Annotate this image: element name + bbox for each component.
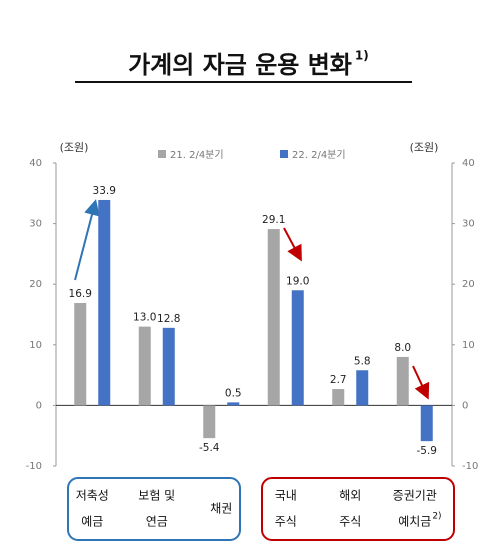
data-label: 0.5 <box>225 387 242 399</box>
data-label: 29.1 <box>262 214 285 226</box>
bar <box>162 327 175 406</box>
data-label: 33.9 <box>93 185 116 197</box>
y-unit: (조원) <box>60 141 89 154</box>
y-tick-label: 20 <box>29 279 42 290</box>
y2-tick-label: 0 <box>462 400 468 411</box>
x-tick-label: 주식 <box>275 515 297 529</box>
y-tick-label: 10 <box>29 340 42 351</box>
y2-tick-label: 20 <box>462 279 475 290</box>
y-tick-label: -10 <box>26 461 42 472</box>
bar <box>396 356 409 406</box>
bar <box>332 389 345 406</box>
bar <box>98 199 111 406</box>
data-label: 16.9 <box>69 288 92 300</box>
category-note: 2) <box>432 512 441 522</box>
x-tick-label: 주식 <box>339 515 361 529</box>
title-note: 1) <box>355 49 369 63</box>
data-label: -5.9 <box>417 445 438 457</box>
x-tick-label: 국내 <box>275 489 297 503</box>
y2-tick-label: 40 <box>462 158 475 169</box>
data-label: 12.8 <box>157 313 180 325</box>
legend-label: 21. 2/4분기 <box>170 149 224 161</box>
y2-unit: (조원) <box>410 141 439 154</box>
arrow <box>283 227 302 262</box>
legend-label: 22. 2/4분기 <box>292 149 346 161</box>
x-tick-label: 증권기관 <box>393 489 437 503</box>
bar <box>74 302 87 406</box>
x-tick-label: 해외 <box>339 489 361 503</box>
bar <box>291 290 304 406</box>
y2-tick-label: 10 <box>462 340 475 351</box>
bar <box>227 402 240 406</box>
x-tick-label: 예치금 <box>398 515 431 529</box>
y-tick-label: 0 <box>36 400 42 411</box>
bar <box>138 326 151 406</box>
data-label: 19.0 <box>286 275 309 287</box>
bar <box>267 229 280 406</box>
data-label: 8.0 <box>394 342 411 354</box>
y2-tick-label: 30 <box>462 219 475 230</box>
x-tick-label: 예금 <box>81 515 103 529</box>
y-tick-label: 30 <box>29 219 42 230</box>
data-label: 2.7 <box>330 374 347 386</box>
y-tick-label: 40 <box>29 158 42 169</box>
data-label: -5.4 <box>199 442 220 454</box>
y2-tick-label: -10 <box>462 461 478 472</box>
data-label: 13.0 <box>133 312 156 324</box>
group-box <box>67 477 241 541</box>
bar <box>203 405 216 439</box>
bar <box>420 405 433 442</box>
x-tick-label: 보험 및 <box>138 489 175 503</box>
legend-swatch <box>158 150 166 158</box>
arrow <box>412 365 430 400</box>
arrow <box>74 199 100 281</box>
x-tick-label: 연금 <box>146 515 168 529</box>
bar <box>356 370 369 406</box>
x-tick-label: 채권 <box>210 502 232 516</box>
group-box <box>261 477 455 541</box>
x-tick-label: 저축성 <box>76 489 109 503</box>
legend-swatch <box>280 150 288 158</box>
chart-title: 가계의 자금 운용 변화 <box>128 51 352 79</box>
data-label: 5.8 <box>354 355 371 367</box>
